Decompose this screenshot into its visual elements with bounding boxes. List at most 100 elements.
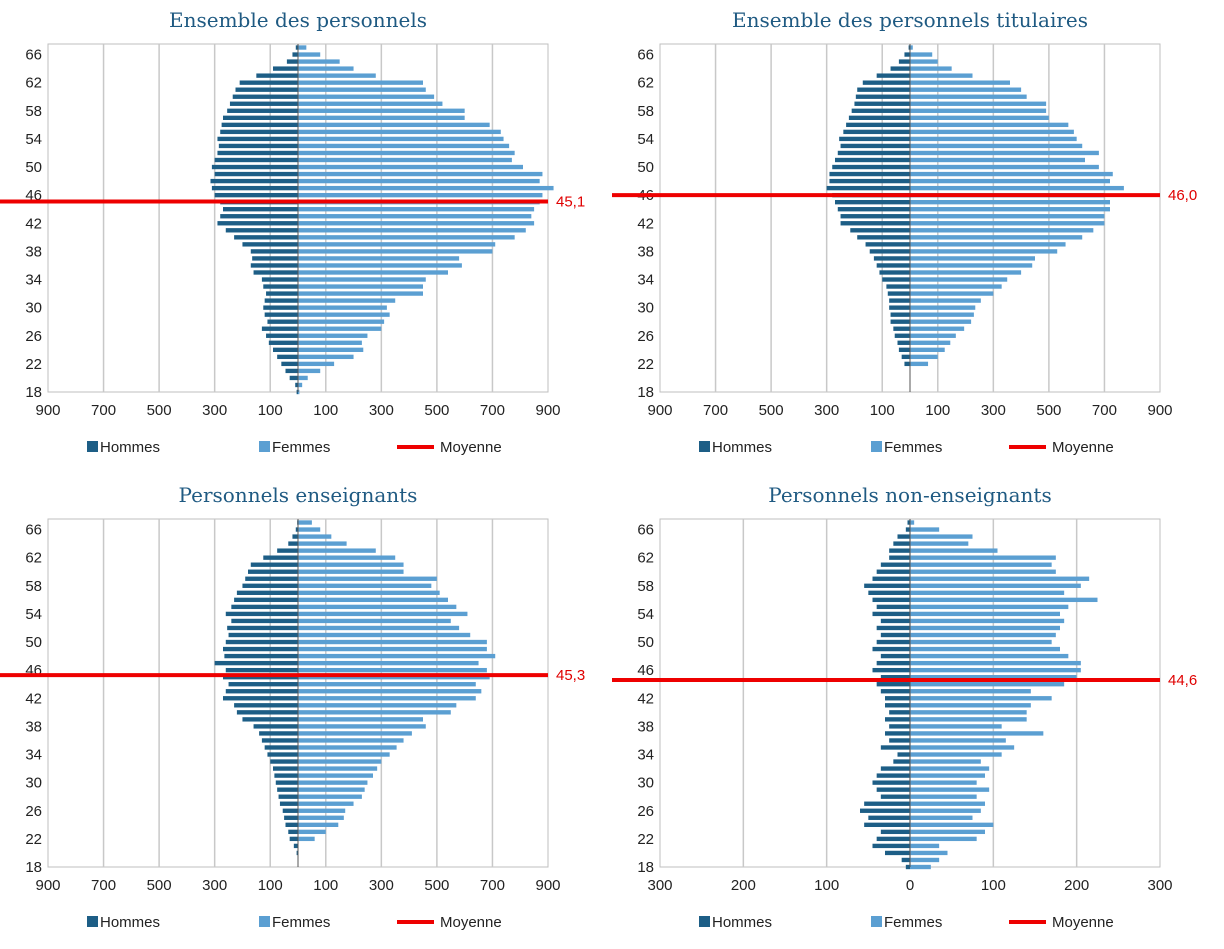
bar-femmes: [910, 534, 973, 539]
bar-femmes: [910, 541, 969, 546]
y-tick-label: 18: [25, 859, 42, 876]
bar-femmes: [298, 639, 487, 645]
bar-hommes: [872, 597, 910, 603]
bar-hommes: [876, 787, 910, 792]
bar-femmes: [910, 548, 998, 553]
bar-femmes: [298, 696, 476, 701]
bar-femmes: [910, 773, 985, 778]
bar-femmes: [298, 291, 423, 296]
bar-femmes: [910, 604, 1069, 610]
bar-hommes: [210, 178, 298, 184]
bar-femmes: [910, 164, 1099, 170]
bar-femmes: [298, 277, 426, 282]
bar-hommes: [885, 717, 910, 722]
x-tick-label: 500: [424, 402, 449, 419]
bar-femmes: [910, 632, 1056, 638]
bar-hommes: [292, 534, 298, 539]
bar-hommes: [840, 214, 910, 219]
bar-femmes: [298, 361, 335, 367]
x-tick-label: 900: [35, 877, 60, 894]
bar-hommes: [885, 696, 910, 701]
bar-femmes: [298, 171, 543, 177]
bar-femmes: [910, 724, 1002, 729]
bar-femmes: [298, 527, 321, 532]
bar-hommes: [234, 703, 298, 708]
bar-femmes: [298, 178, 540, 184]
x-tick-label: 100: [814, 877, 839, 894]
bar-hommes: [289, 836, 298, 842]
bar-femmes: [910, 312, 974, 317]
chart-title: Personnels non-enseignants: [768, 483, 1051, 507]
bar-hommes: [904, 52, 910, 57]
bar-femmes: [910, 284, 1002, 289]
bar-hommes: [898, 59, 910, 64]
chart-title: Ensemble des personnels: [169, 8, 427, 32]
legend-swatch-hommes: [87, 441, 98, 452]
chart-panel-non-enseignants: Personnels non-enseignants 300 200 100 0 100 2…: [612, 475, 1224, 949]
bar-femmes: [910, 298, 981, 303]
legend-swatch-hommes: [699, 441, 710, 452]
y-tick-label: 38: [25, 718, 42, 735]
bar-femmes: [298, 766, 378, 771]
chart-panel-enseignants: Personnels enseignants 900 700 500 300 100 100…: [0, 475, 612, 949]
bar-hommes: [224, 653, 298, 659]
bar-hommes: [890, 312, 910, 317]
y-tick-label: 26: [637, 803, 654, 820]
bar-femmes: [298, 108, 465, 113]
bar-hommes: [253, 724, 298, 729]
bar-hommes: [868, 590, 910, 595]
bar-femmes: [910, 129, 1074, 135]
legend-label-femmes: Femmes: [272, 439, 330, 456]
bar-femmes: [910, 108, 1047, 113]
legend-swatch-femmes: [259, 916, 270, 927]
y-tick-label: 50: [25, 634, 42, 651]
mean-label: 45,1: [556, 193, 585, 210]
bar-hommes: [242, 717, 298, 722]
bar-hommes: [267, 752, 298, 757]
bar-hommes: [256, 73, 298, 78]
bar-hommes: [907, 520, 910, 525]
bar-hommes: [860, 808, 910, 813]
bar-femmes: [910, 87, 1022, 92]
bar-femmes: [910, 520, 915, 525]
bar-femmes: [298, 249, 493, 254]
bar-hommes: [229, 101, 298, 106]
bar-hommes: [897, 340, 910, 345]
bar-femmes: [910, 794, 977, 799]
bar-femmes: [910, 717, 1027, 722]
bar-hommes: [264, 745, 298, 750]
x-tick-label: 200: [1064, 877, 1089, 894]
legend-swatch-femmes: [871, 441, 882, 452]
bar-hommes: [872, 646, 910, 652]
bar-femmes: [910, 59, 938, 64]
bar-femmes: [298, 143, 510, 149]
bar-hommes: [239, 80, 298, 85]
x-tick-label: 100: [981, 877, 1006, 894]
bar-femmes: [298, 66, 354, 71]
bar-hommes: [214, 192, 298, 198]
bar-femmes: [910, 207, 1110, 212]
bar-femmes: [910, 815, 973, 820]
bar-femmes: [298, 717, 423, 722]
y-tick-label: 18: [637, 859, 654, 876]
bar-hommes: [876, 660, 910, 666]
bar-hommes: [223, 646, 298, 652]
bar-femmes: [298, 122, 490, 128]
mean-label: 46,0: [1168, 187, 1197, 204]
bar-hommes: [275, 780, 298, 785]
bar-hommes: [277, 354, 298, 360]
bar-hommes: [850, 228, 910, 233]
bar-hommes: [252, 256, 298, 261]
bar-femmes: [298, 773, 373, 778]
y-tick-label: 66: [25, 522, 42, 539]
bar-femmes: [298, 646, 487, 652]
bar-femmes: [298, 214, 532, 219]
bar-femmes: [910, 80, 1010, 85]
y-tick-label: 66: [637, 47, 654, 64]
x-tick-label: 100: [258, 877, 283, 894]
bar-femmes: [910, 703, 1031, 708]
y-tick-label: 66: [637, 522, 654, 539]
chart-panel-titulaires: Ensemble des personnels titulaires 900 700…: [612, 0, 1224, 474]
bar-hommes: [862, 80, 910, 85]
bar-femmes: [910, 801, 985, 806]
